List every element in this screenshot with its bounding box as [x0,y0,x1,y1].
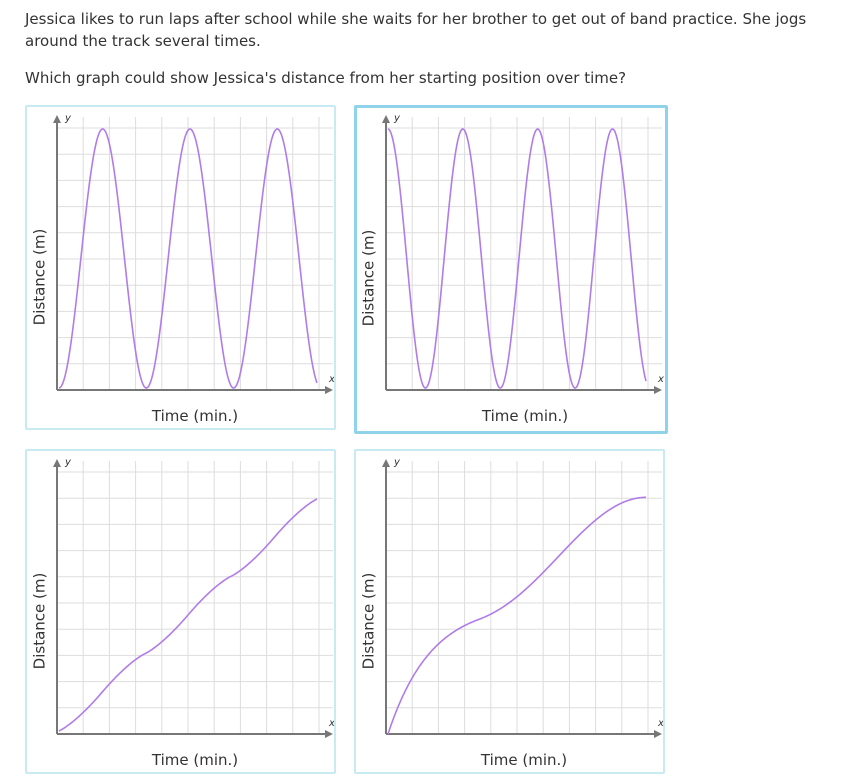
x-axis-arrow [325,386,333,394]
grid-lines [386,117,662,390]
graph-b: x y [382,113,664,394]
axes: x y [382,113,664,394]
y-axis-letter: y [393,113,401,124]
y-axis-label: Distance (m) [30,572,48,670]
axes: x y [53,457,335,738]
answer-choice-a[interactable]: x y Distance (m) Time (min.) [25,105,336,430]
y-axis-label: Distance (m) [359,229,377,327]
y-axis-arrow [382,459,390,467]
answer-choice-b[interactable]: x y Distance (m) Time (min.) [354,105,668,434]
curve-line [387,128,647,389]
x-axis-arrow [654,730,662,738]
x-axis-letter: x [657,374,664,385]
grid-lines [57,461,333,734]
x-axis-label: Time (min.) [480,751,568,769]
x-axis-label: Time (min.) [151,751,239,769]
curve-line [58,498,318,732]
x-axis-arrow [325,730,333,738]
x-axis-label: Time (min.) [481,407,569,425]
grid-lines [57,117,333,390]
axes: x y [382,457,664,738]
graph-c: x y [53,457,335,738]
question-text: Jessica likes to run laps after school w… [25,10,807,50]
graph-d: x y [382,457,664,738]
axes: x y [53,113,335,394]
y-axis-letter: y [393,457,401,468]
y-axis-letter: y [64,457,72,468]
y-axis-label: Distance (m) [30,228,48,326]
x-axis-letter: x [328,374,335,385]
answer-choice-c[interactable]: x y Distance (m) Time (min.) [25,449,336,774]
question-prompt: Which graph could show Jessica's distanc… [25,69,627,87]
x-axis-letter: x [657,718,664,729]
y-axis-letter: y [64,113,72,124]
x-axis-label: Time (min.) [151,407,239,425]
grid-lines [386,461,662,734]
answer-choice-d[interactable]: x y Distance (m) Time (min.) [354,449,665,774]
y-axis-arrow [53,459,61,467]
x-axis-arrow [654,386,662,394]
y-axis-label: Distance (m) [359,572,377,670]
x-axis-letter: x [328,718,335,729]
curve-line [387,496,647,735]
y-axis-arrow [53,115,61,123]
graph-a: x y [53,113,335,394]
curve-line [58,128,318,389]
y-axis-arrow [382,115,390,123]
